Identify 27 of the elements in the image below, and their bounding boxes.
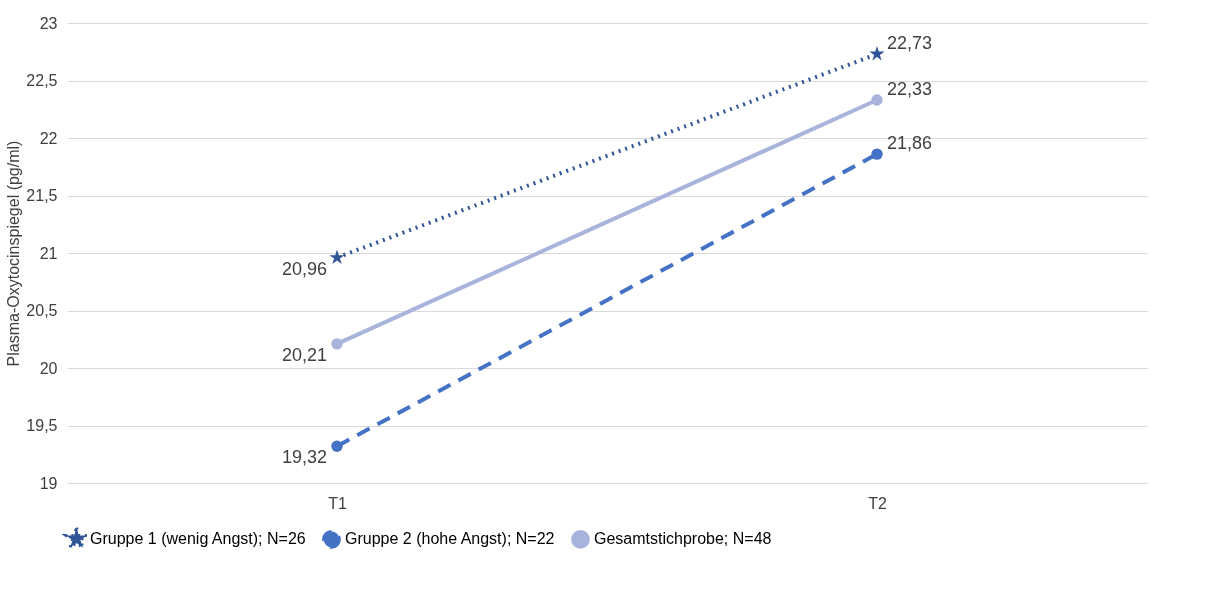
data-label: 20,96 — [281, 258, 327, 279]
data-label: 22,33 — [887, 79, 933, 100]
data-label: 21,86 — [887, 133, 933, 154]
legend-label: Gruppe 1 (wenig Angst); N=26 — [90, 529, 306, 547]
point — [871, 148, 883, 160]
y-axis-title: Plasma-Oxytocinspiegel (pg/ml) — [5, 140, 23, 367]
x-tick-label: T1 — [328, 494, 347, 512]
y-tick-label: 19 — [39, 474, 58, 492]
legend-label: Gesamtstichprobe; N=48 — [594, 530, 772, 548]
y-tick-label: 22,5 — [26, 72, 58, 89]
point — [869, 46, 885, 61]
data-label: 22,73 — [887, 33, 933, 54]
y-tick-label: 21,5 — [26, 187, 58, 204]
y-tick-label: 20,5 — [26, 302, 58, 319]
data-label: 20,21 — [281, 344, 327, 365]
y-tick-label: 23 — [39, 14, 58, 32]
data-label: 19,32 — [281, 447, 327, 468]
point — [331, 440, 343, 452]
y-tick-label: 20 — [39, 359, 58, 377]
point — [871, 94, 883, 106]
y-tick-label: 19,5 — [26, 417, 58, 434]
legend-label: Gruppe 2 (hohe Angst); N=22 — [345, 530, 555, 548]
y-tick-label: 22 — [39, 129, 58, 147]
y-tick-label: 21 — [39, 244, 58, 262]
x-tick-label: T2 — [868, 494, 887, 512]
point — [329, 249, 345, 265]
point — [331, 338, 343, 350]
